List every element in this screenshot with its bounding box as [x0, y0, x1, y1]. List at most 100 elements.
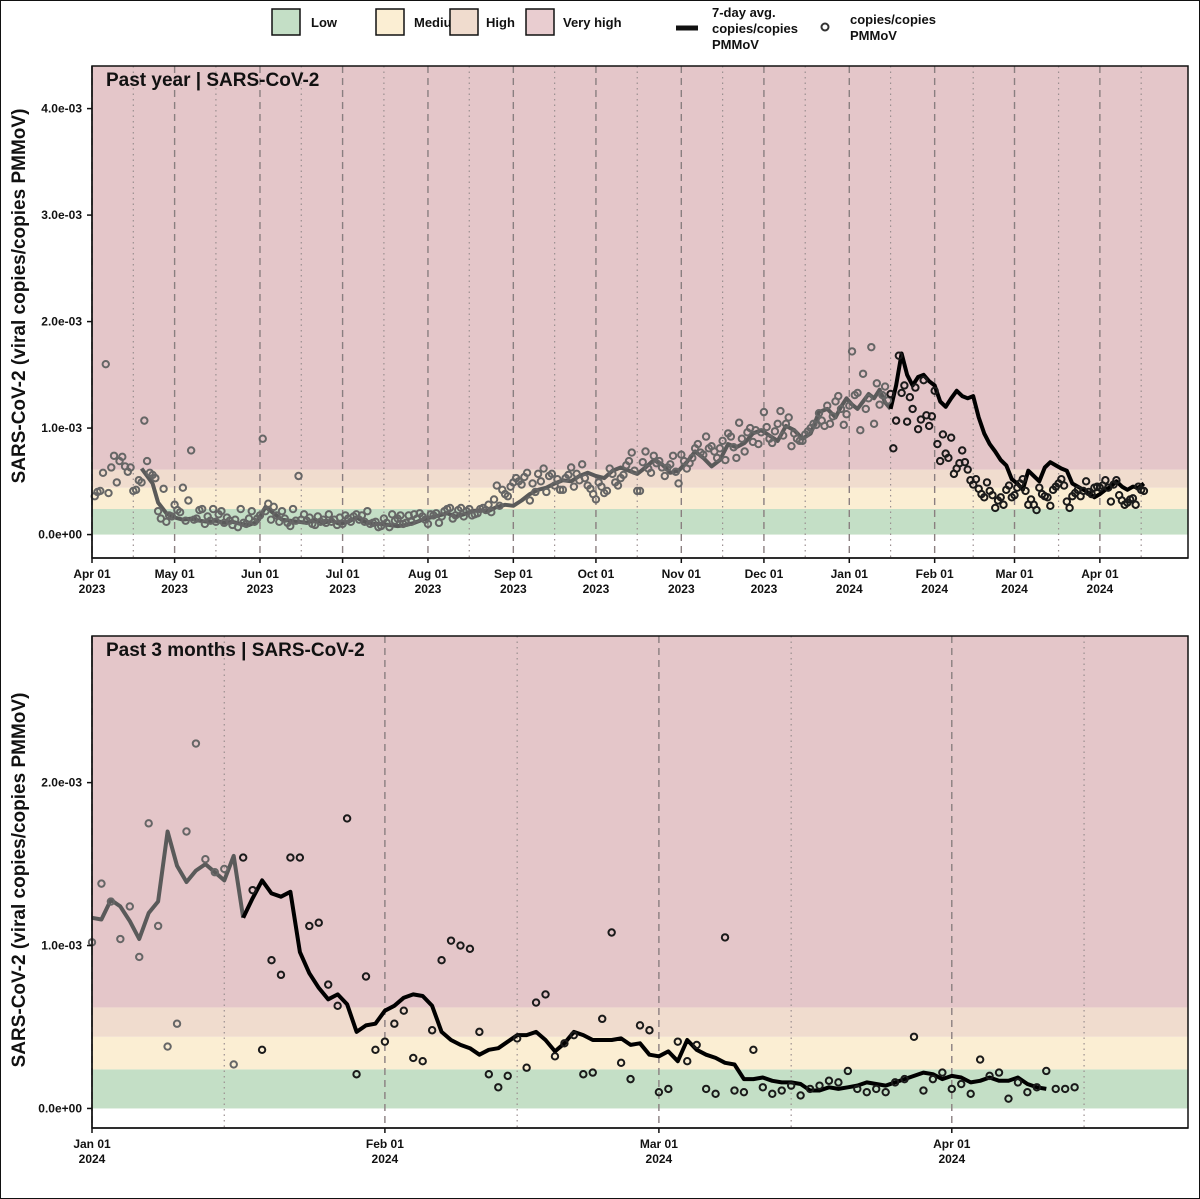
data-point [489, 495, 499, 504]
data-point [257, 1045, 267, 1055]
x-tick-year: 2024 [938, 1152, 965, 1166]
data-point [144, 819, 153, 828]
y-axis-label-top: SARS-CoV-2 (viral copies/copies PMMoV) [9, 109, 30, 484]
data-point [991, 503, 1000, 513]
data-point [423, 519, 433, 529]
data-point [255, 511, 265, 520]
data-point [858, 369, 868, 378]
x-tick-year: 2024 [372, 1152, 399, 1166]
data-point [151, 473, 160, 483]
data-point [539, 464, 548, 473]
data-point [711, 1089, 720, 1098]
x-tick-label: Apr 01 [933, 1137, 971, 1151]
data-point [484, 1070, 494, 1079]
data-point [276, 970, 286, 980]
x-tick-label: Aug 01 [408, 567, 448, 581]
data-point [572, 469, 581, 479]
data-point [197, 504, 207, 514]
data-point [916, 415, 926, 424]
data-point [919, 375, 928, 385]
data-point [305, 513, 314, 522]
data-point [666, 460, 675, 469]
data-point [269, 502, 278, 512]
data-point [853, 388, 862, 398]
data-point [737, 434, 747, 443]
data-point [1032, 1083, 1042, 1092]
data-point [985, 1071, 994, 1081]
x-tick-label: Jul 01 [326, 567, 360, 581]
data-point [487, 508, 496, 517]
data-point [191, 739, 201, 748]
data-point [900, 1074, 909, 1084]
x-tick-label: Apr 01 [73, 567, 111, 581]
data-point [465, 944, 475, 953]
data-point [924, 421, 934, 431]
data-point [140, 416, 149, 425]
data-point [550, 1052, 560, 1061]
data-point [773, 419, 782, 429]
data-point [730, 1086, 739, 1095]
data-point [913, 424, 923, 434]
data-point [1057, 474, 1066, 484]
data-point [971, 474, 981, 484]
data-point [795, 436, 804, 446]
data-point [862, 1087, 871, 1097]
data-point [338, 519, 347, 529]
data-point [560, 1039, 569, 1048]
data-point [118, 452, 127, 462]
risk-band-low [92, 1069, 1188, 1109]
legend-point-label-1: copies/copies [850, 12, 936, 27]
y-tick-label: 2.0e-03 [41, 776, 82, 790]
plot-frame [91, 65, 1189, 559]
legend-label-very-high: Very high [563, 15, 622, 30]
y-axis-label-bottom: SARS-CoV-2 (viral copies/copies PMMoV) [9, 693, 30, 1068]
data-point [1106, 497, 1116, 506]
data-point [456, 941, 465, 950]
data-point [220, 864, 229, 874]
x-tick-year: 2023 [668, 582, 695, 596]
data-point [97, 879, 106, 888]
data-point [654, 1087, 664, 1097]
data-point [664, 1084, 673, 1094]
data-point [1013, 1078, 1023, 1087]
data-point [616, 1058, 626, 1068]
data-point [660, 471, 669, 481]
data-point [182, 827, 191, 836]
data-point [880, 382, 890, 391]
risk-band-high [92, 469, 1188, 488]
data-point [633, 486, 642, 496]
data-point [875, 400, 884, 409]
data-point [542, 487, 551, 497]
data-point [894, 351, 904, 360]
data-point [162, 517, 171, 526]
data-point [580, 473, 590, 483]
data-point [295, 853, 305, 862]
data-point [569, 482, 579, 491]
data-point [823, 401, 832, 410]
data-point [528, 479, 537, 488]
x-tick-label: Feb 01 [366, 1137, 404, 1151]
y-tick-label: 1.0e-03 [41, 421, 82, 435]
data-point [891, 416, 901, 425]
data-point [238, 853, 248, 862]
data-point [96, 486, 105, 496]
y-tick-label: 0.0e+00 [38, 528, 82, 542]
data-point [230, 515, 240, 524]
data-point [131, 485, 141, 495]
data-point [864, 394, 873, 403]
y-tick-label: 4.0e-03 [41, 102, 82, 116]
data-point [798, 436, 807, 446]
data-point [655, 456, 664, 466]
data-point [674, 479, 683, 488]
data-point [842, 410, 851, 419]
data-point [1062, 497, 1072, 506]
data-point [834, 1078, 843, 1087]
data-point [107, 463, 116, 472]
data-point [635, 486, 645, 496]
data-point [569, 1030, 579, 1040]
data-point [938, 1068, 947, 1077]
y-tick-label: 0.0e+00 [38, 1101, 82, 1115]
data-point [342, 814, 352, 823]
data-point [286, 853, 295, 862]
